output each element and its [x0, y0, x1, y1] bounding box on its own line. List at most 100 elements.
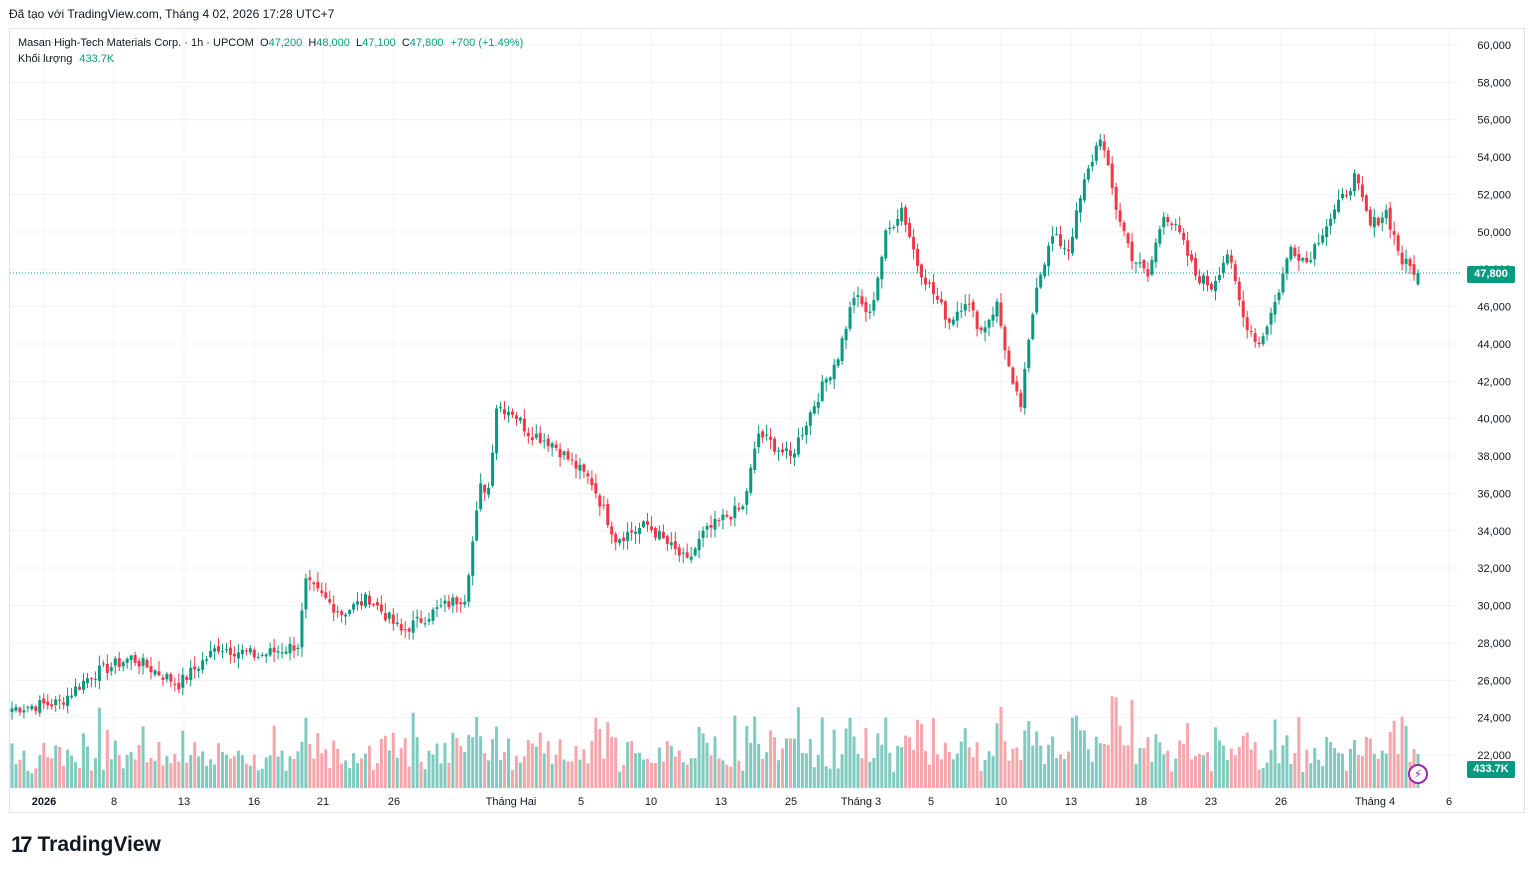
candle-body — [566, 451, 570, 460]
candle-body — [1249, 331, 1253, 333]
volume-bar — [328, 767, 332, 788]
candle-body — [749, 467, 753, 493]
candle-body — [1372, 217, 1376, 228]
volume-bar — [78, 768, 82, 788]
candle-body — [745, 491, 749, 505]
candle-body — [344, 614, 348, 617]
volume-bar — [1209, 771, 1213, 788]
volume-bar — [340, 763, 344, 788]
candle-body — [1301, 258, 1305, 261]
volume-bar — [1360, 755, 1364, 788]
candle-body — [967, 303, 971, 305]
volume-bar — [268, 755, 272, 788]
volume-bar — [1309, 763, 1313, 788]
candle-body — [455, 597, 459, 605]
candle-body — [1043, 264, 1047, 277]
volume-bar — [117, 755, 121, 788]
candle-body — [618, 539, 622, 544]
candle-body — [677, 547, 681, 556]
price-tick-label: 26,000 — [1477, 675, 1511, 687]
volume-bar — [1186, 722, 1190, 788]
volume-bar — [1237, 746, 1241, 788]
candle-body — [999, 302, 1003, 326]
time-tick-label: 25 — [785, 796, 797, 808]
volume-bar — [1313, 748, 1317, 788]
candle-body — [491, 452, 495, 486]
volume-bar — [1031, 745, 1035, 788]
candle-body — [348, 610, 352, 614]
volume-bar — [1221, 745, 1225, 788]
volume-bar — [963, 728, 967, 788]
candle-body — [1265, 326, 1269, 335]
volume-bar — [884, 717, 888, 788]
grid-lines — [10, 30, 1458, 790]
candle-body — [1202, 275, 1206, 284]
volume-bar — [1194, 756, 1198, 788]
volume-bar — [709, 755, 713, 788]
candle-body — [733, 505, 737, 519]
candle-body — [709, 524, 713, 528]
candle-body — [1194, 257, 1198, 276]
lightning-icon[interactable]: ⚡ — [1408, 764, 1428, 784]
volume-bar — [367, 745, 371, 788]
candle-body — [761, 431, 765, 438]
candle-body — [1094, 145, 1098, 161]
candle-body — [1027, 339, 1031, 369]
candle-body — [312, 582, 316, 585]
candle-body — [578, 464, 582, 471]
volume-bar — [62, 765, 66, 788]
candle-body — [1213, 280, 1217, 292]
candle-body — [963, 303, 967, 311]
candle-body — [900, 207, 904, 222]
candle-body — [387, 612, 391, 619]
candle-body — [105, 663, 109, 673]
candle-body — [383, 613, 387, 621]
candle-body — [391, 614, 395, 624]
volume-bar — [896, 745, 900, 788]
volume-bar — [1368, 738, 1372, 788]
volume-bar — [717, 758, 721, 788]
candle-body — [1345, 195, 1349, 197]
volume-bar — [502, 752, 506, 788]
candle-body — [1388, 207, 1392, 230]
time-tick-label: 2026 — [32, 796, 56, 808]
volume-bar — [1337, 752, 1341, 788]
candle-body — [248, 648, 252, 653]
candle-body — [594, 483, 598, 494]
candle-body — [681, 552, 685, 554]
volume-bar — [872, 757, 876, 788]
volume-bar — [22, 750, 26, 788]
volume-bar — [788, 738, 792, 788]
volume-bar — [149, 757, 153, 788]
volume-bar — [689, 758, 693, 788]
volume-bar — [1142, 748, 1146, 788]
volume-bar — [673, 756, 677, 788]
candle-body — [399, 624, 403, 631]
candle-body — [804, 425, 808, 435]
volume-bar — [145, 762, 149, 788]
candle-body — [737, 507, 741, 510]
candle-body — [1066, 249, 1070, 251]
candle-body — [534, 433, 538, 438]
candle-body — [1186, 240, 1190, 256]
candle-body — [197, 668, 201, 671]
tradingview-brand[interactable]: 17 TradingView — [11, 832, 161, 858]
volume-bar — [252, 754, 256, 788]
volume-bar — [1213, 727, 1217, 788]
candle-body — [757, 433, 761, 448]
price-tick-label: 28,000 — [1477, 638, 1511, 650]
volume-bar — [201, 751, 205, 788]
candle-body — [502, 409, 506, 415]
volume-bar — [924, 751, 928, 788]
candle-body — [300, 610, 304, 648]
candle-body — [467, 575, 471, 602]
volume-bar — [530, 743, 534, 788]
volume-bar — [824, 766, 828, 788]
volume-bar — [1174, 758, 1178, 788]
candle-body — [236, 652, 240, 659]
volume-bar — [1150, 762, 1154, 788]
volume-bar — [217, 743, 221, 788]
volume-bar — [626, 741, 630, 788]
volume-bar — [800, 753, 804, 788]
